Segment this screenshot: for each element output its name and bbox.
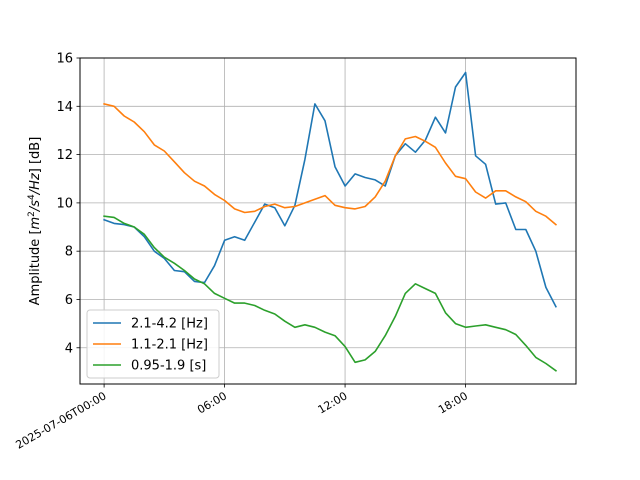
legend-label: 0.95-1.9 [s] bbox=[131, 359, 206, 374]
y-tick-label: 12 bbox=[56, 148, 73, 163]
series-line bbox=[103, 102, 558, 226]
legend-box bbox=[86, 309, 220, 379]
series-layer bbox=[103, 71, 558, 372]
y-axis-label-prefix: Amplitude [ bbox=[28, 229, 43, 305]
y-tick-label: 6 bbox=[65, 293, 73, 308]
y-axis-label-suffix: ] [dB] bbox=[28, 137, 43, 174]
plot-frame bbox=[79, 57, 577, 385]
series-line bbox=[103, 71, 557, 308]
y-axis-label: Amplitude [m2/s4/Hz] [dB] bbox=[27, 137, 43, 306]
series-line bbox=[103, 215, 558, 372]
legend-label: 2.1-4.2 [Hz] bbox=[131, 317, 208, 332]
legend: 2.1-4.2 [Hz] 1.1-2.1 [Hz] 0.95-1.9 [s] bbox=[86, 309, 220, 379]
y-tick-label: 10 bbox=[56, 196, 73, 211]
y-tick-label: 8 bbox=[65, 245, 73, 260]
y-tick-label: 14 bbox=[56, 100, 73, 115]
y-tick-label: 16 bbox=[56, 52, 73, 67]
grid bbox=[80, 57, 576, 384]
legend-label: 1.1-2.1 [Hz] bbox=[131, 338, 208, 353]
y-tick-label: 4 bbox=[65, 341, 73, 356]
